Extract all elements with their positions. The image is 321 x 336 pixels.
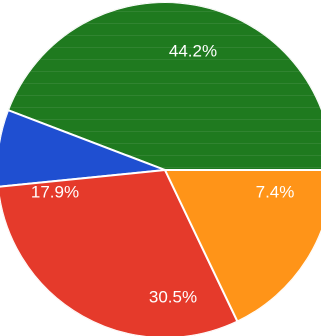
slice-data-label: 17.9% bbox=[31, 182, 79, 201]
pie-slice bbox=[0, 108, 166, 188]
slice-data-label: 44.2% bbox=[169, 41, 217, 60]
slice-data-label: 7.4% bbox=[256, 182, 295, 201]
slice-data-label: 30.5% bbox=[149, 287, 197, 306]
pie-slice-texture bbox=[8, 2, 321, 170]
